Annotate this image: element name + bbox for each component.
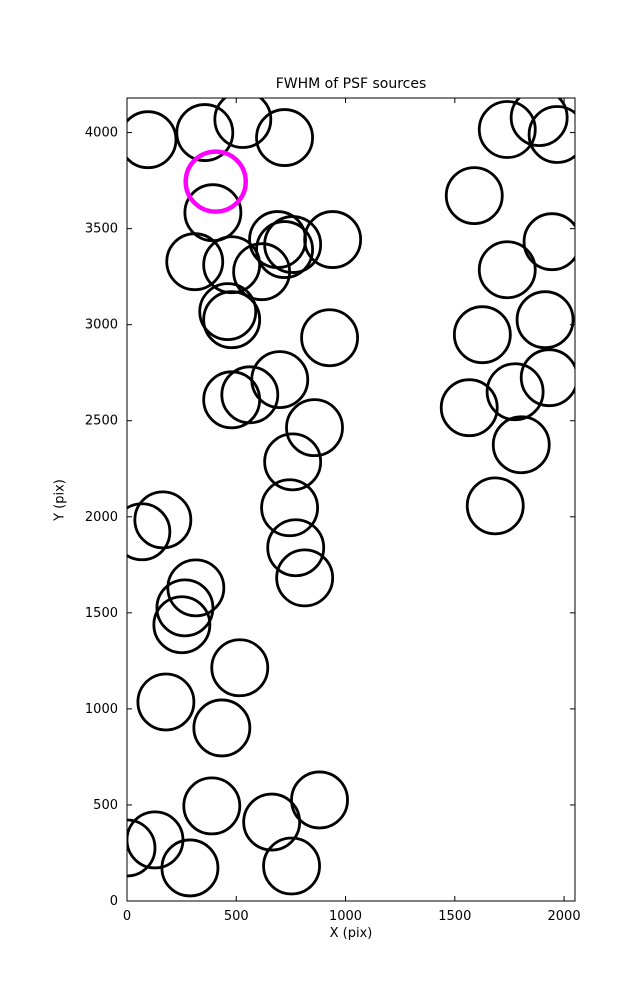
- x-tick-label: 1500: [438, 909, 471, 924]
- plot-area: [127, 98, 575, 901]
- psf-source-circle: [303, 210, 363, 269]
- chart-title: FWHM of PSF sources: [275, 76, 427, 92]
- psf-source-circle: [262, 836, 321, 896]
- y-axis-label: Y (pix): [52, 479, 68, 521]
- psf-source-circle: [485, 362, 545, 422]
- y-tick-label: 1000: [85, 702, 118, 717]
- psf-source-circle: [465, 476, 525, 536]
- psf-source-circle: [152, 595, 212, 655]
- psf-source-circle: [198, 282, 258, 342]
- psf-source-circle: [127, 110, 178, 170]
- psf-source-circle: [165, 232, 225, 292]
- y-tick-label: 1500: [85, 606, 118, 621]
- psf-source-circle: [444, 166, 504, 225]
- y-tick-label: 4000: [85, 126, 118, 141]
- psf-source-circle: [509, 98, 569, 147]
- psf-source-circle: [263, 432, 323, 492]
- psf-source-circle: [477, 100, 537, 159]
- x-tick-label: 0: [123, 909, 131, 924]
- y-tick-label: 0: [110, 894, 118, 909]
- psf-source-circle: [260, 478, 319, 538]
- psf-source-circle: [155, 578, 215, 638]
- x-tick-label: 2000: [548, 909, 581, 924]
- psf-source-circle: [255, 108, 314, 167]
- psf-source-circle: [477, 240, 537, 300]
- psf-source-circle: [519, 348, 575, 408]
- psf-source-circle: [127, 818, 157, 878]
- psf-source-circle: [160, 838, 220, 898]
- psf-source-circle: [285, 398, 344, 458]
- y-tick-label: 500: [93, 798, 118, 813]
- psf-source-circle: [527, 105, 575, 164]
- psf-source-circle: [491, 415, 551, 475]
- psf-source-circle: [136, 672, 196, 732]
- psf-source-circle: [275, 548, 335, 608]
- psf-source-circle: [202, 370, 262, 430]
- psf-source-circle: [300, 308, 359, 368]
- psf-source-circle: [515, 290, 575, 350]
- psf-source-circle: [232, 242, 292, 302]
- x-tick-label: 500: [224, 909, 249, 924]
- y-tick-label: 2000: [85, 510, 118, 525]
- psf-source-circle: [210, 638, 270, 698]
- psf-sources-group: [127, 98, 575, 898]
- y-tick-label: 2500: [85, 414, 118, 429]
- highlighted-psf-source-circle: [183, 149, 248, 214]
- psf-source-circle: [522, 212, 575, 272]
- psf-source-circle: [133, 490, 193, 550]
- psf-source-circle: [213, 98, 273, 149]
- y-tick-label: 3000: [85, 318, 118, 333]
- psf-source-circle: [452, 305, 512, 365]
- psf-source-circle: [192, 698, 252, 758]
- psf-source-circle: [202, 290, 262, 350]
- psf-source-circle: [290, 770, 349, 830]
- psf-source-circle: [242, 792, 302, 852]
- psf-source-circle: [166, 558, 226, 618]
- psf-source-circle: [439, 378, 499, 438]
- x-tick-label: 1000: [329, 909, 362, 924]
- psf-source-circle: [127, 502, 172, 562]
- axes-frame: [126, 97, 576, 902]
- x-axis-label: X (pix): [329, 926, 373, 941]
- psf-source-circle: [266, 518, 326, 578]
- y-tick-label: 3500: [85, 222, 118, 237]
- psf-source-circle: [175, 103, 235, 162]
- psf-source-circle: [182, 776, 242, 836]
